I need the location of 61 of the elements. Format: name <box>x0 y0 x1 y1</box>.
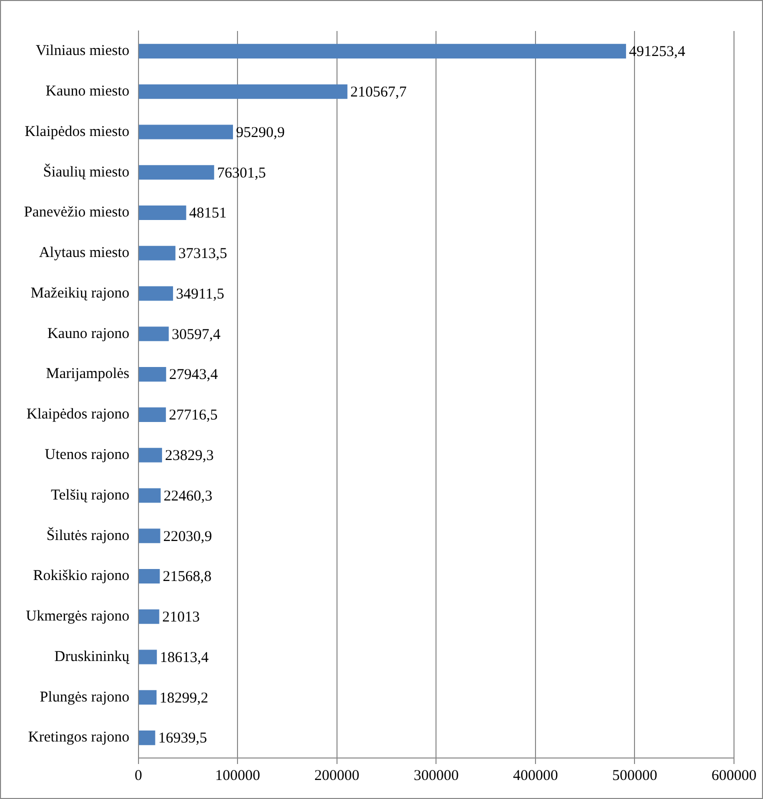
data-label: 23829,3 <box>165 448 214 464</box>
y-tick-label: Utenos rajono <box>44 447 130 464</box>
bar <box>138 367 166 382</box>
bar <box>138 84 348 99</box>
bar <box>138 326 169 342</box>
y-tick-label: Alytaus miesto <box>38 245 130 262</box>
bar <box>138 407 166 422</box>
y-tick-label: Klaipėdos miesto <box>24 124 130 140</box>
bar <box>138 44 626 58</box>
x-tick-label: 600000 <box>712 768 756 784</box>
data-label: 27943,4 <box>169 367 218 384</box>
bar <box>138 448 162 462</box>
data-label: 30597,4 <box>172 326 222 343</box>
data-label: 22460,3 <box>164 488 212 504</box>
data-label: 95290,9 <box>236 124 285 141</box>
data-label: 37313,5 <box>178 246 228 262</box>
y-tick-label: Vilniaus miesto <box>36 43 130 60</box>
x-tick-label: 0 <box>134 768 142 784</box>
y-tick-label: Druskininkų <box>54 648 130 665</box>
y-tick-label: Šiaulių miesto <box>43 163 130 180</box>
data-label: 48151 <box>189 206 227 222</box>
x-tick-label: 200000 <box>314 768 360 784</box>
x-tick-label: 400000 <box>512 768 558 784</box>
bar <box>138 730 156 746</box>
data-label: 34911,5 <box>176 286 224 302</box>
x-tick-label: 300000 <box>414 768 459 784</box>
y-tick-label: Plungės rajono <box>40 689 130 706</box>
bar <box>138 609 160 624</box>
bar <box>138 205 186 220</box>
x-tick-label: 500000 <box>612 768 658 784</box>
bar <box>138 528 160 544</box>
y-tick-label: Telšių rajono <box>50 487 130 504</box>
bar <box>138 568 160 584</box>
data-label: 16939,5 <box>158 730 207 747</box>
y-tick-label: Marijampolės <box>46 366 130 382</box>
y-tick-label: Klaipėdos rajono <box>26 406 130 423</box>
data-label: 27716,5 <box>168 408 218 424</box>
data-label: 21568,8 <box>162 569 212 586</box>
y-tick-label: Panevėžio miesto <box>24 204 130 221</box>
y-tick-label: Kauno miesto <box>46 84 130 100</box>
data-label: 21013 <box>162 610 200 626</box>
y-tick-label: Rokiškio rajono <box>33 568 130 584</box>
x-tick-label: 100000 <box>215 768 260 784</box>
bar <box>138 690 157 705</box>
data-label: 18613,4 <box>160 650 210 666</box>
data-label: 210567,7 <box>350 84 408 101</box>
y-tick-label: Ukmergės rajono <box>26 608 130 625</box>
bar <box>138 124 233 140</box>
data-label: 491253,4 <box>629 44 686 60</box>
bar <box>138 488 161 503</box>
bar <box>138 165 214 180</box>
data-label: 18299,2 <box>160 690 208 706</box>
data-label: 22030,9 <box>163 528 212 545</box>
bar <box>138 246 176 260</box>
y-tick-label: Šilutės rajono <box>46 526 130 544</box>
y-tick-label: Kauno rajono <box>47 326 130 342</box>
data-label: 76301,5 <box>217 165 266 182</box>
bar <box>138 650 157 664</box>
bar <box>138 286 174 301</box>
y-tick-label: Mažeikių rajono <box>30 285 130 302</box>
y-tick-label: Kretingos rajono <box>28 730 130 746</box>
